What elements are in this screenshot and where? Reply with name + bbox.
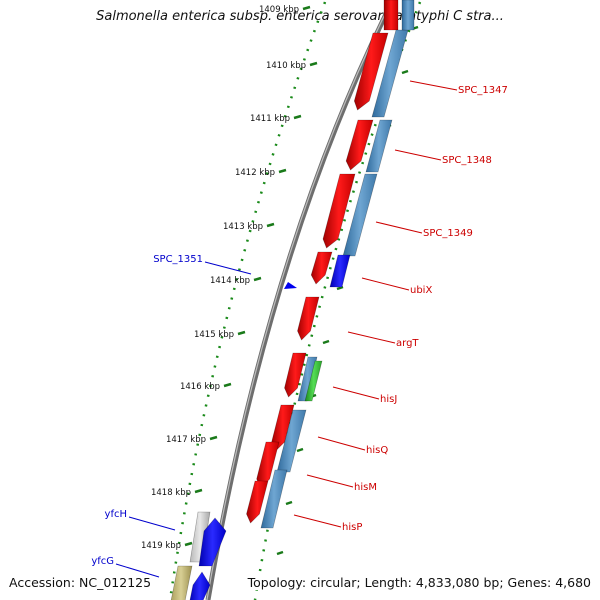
gene-feature: [401, 0, 415, 31]
kbp-tick-label: 1414 kbp: [210, 276, 250, 286]
kbp-tick-label: 1415 kbp: [194, 330, 234, 340]
gene-label-spc-1348[interactable]: SPC_1348: [442, 155, 492, 166]
kbp-tick-label: 1411 kbp: [250, 114, 290, 124]
gene-label-hisq[interactable]: hisQ: [366, 445, 388, 456]
rna-feature: [304, 360, 323, 402]
gene-label-yfcg[interactable]: yfcG: [91, 556, 114, 567]
cds-feature: [329, 254, 351, 288]
accession-text: Accession: NC_012125: [9, 575, 152, 590]
cds-feature: [271, 404, 295, 452]
gene-label-yfch[interactable]: yfcH: [105, 509, 127, 520]
cds-feature: [322, 173, 356, 249]
cds-feature: [189, 571, 211, 600]
gene-features: [170, 0, 415, 600]
kbp-tick-label: 1417 kbp: [166, 435, 206, 445]
cds-feature: [353, 32, 389, 111]
kbp-tick-label: 1416 kbp: [180, 382, 220, 392]
gene-label-ubix[interactable]: ubiX: [410, 285, 432, 296]
cds-feature: [284, 282, 297, 289]
kbp-tick-label: 1412 kbp: [235, 168, 275, 178]
gene-feature: [170, 565, 193, 600]
gene-label-hism[interactable]: hisM: [354, 482, 377, 493]
gene-label-spc-1347[interactable]: SPC_1347: [458, 85, 508, 96]
cds-feature: [246, 480, 269, 524]
gene-label-spc-1349[interactable]: SPC_1349: [423, 228, 473, 239]
kbp-tick-label: 1413 kbp: [223, 222, 263, 232]
cds-feature: [383, 0, 399, 31]
cds-feature: [284, 352, 307, 398]
map-title: Salmonella enterica subsp. enterica sero…: [96, 9, 504, 24]
gene-label-hisp[interactable]: hisP: [342, 522, 362, 533]
kbp-tick-label: 1418 kbp: [151, 488, 191, 498]
cds-feature: [310, 251, 333, 285]
kbp-tick-label: 1419 kbp: [141, 541, 181, 551]
gene-label-argt[interactable]: argT: [396, 338, 419, 349]
gene-feature: [365, 119, 393, 173]
cds-feature: [198, 517, 227, 567]
kbp-tick-label: 1409 kbp: [259, 5, 299, 15]
kbp-tick-label: 1410 kbp: [266, 61, 306, 71]
kbp-ruler: 1409 kbp 1410 kbp 1411 kbp 1412 kbp 1413 kbp…: [141, 1, 422, 600]
backbone: [205, 0, 395, 600]
gene-label-hisj[interactable]: hisJ: [380, 394, 397, 405]
gene-labels: SPC_1347 SPC_1348 SPC_1349 ubiX argT hisJ hisQ…: [91, 80, 508, 578]
topology-text: Topology: circular; Length: 4,833,080 bp…: [247, 575, 591, 590]
gene-label-spc-1351[interactable]: SPC_1351: [153, 254, 203, 265]
gene-feature: [342, 173, 378, 257]
gene-feature: [260, 469, 288, 529]
cds-feature: [297, 296, 320, 341]
gene-feature: [276, 409, 307, 473]
cds-feature: [345, 119, 374, 171]
